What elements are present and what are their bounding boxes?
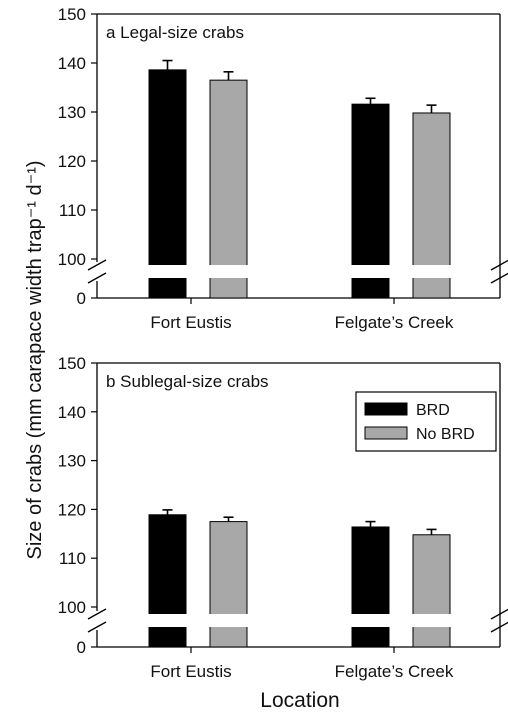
y-tick-label: 110 [59,549,86,568]
y-tick-label: 150 [58,354,86,373]
axis-break-mark [490,272,508,284]
y-tick-label: 100 [58,598,86,617]
y-tick-label: 100 [58,250,86,269]
x-tick-label: Fort Eustis [150,313,231,332]
bar-brd [148,514,187,648]
y-tick-label: 120 [58,500,86,519]
legend-swatch [364,426,408,440]
axis-break-mark [490,608,508,620]
axis-break-mark [87,272,107,284]
x-axis-label: Location [260,689,339,712]
y-axis-label: Size of crabs (mm carapace width trap⁻¹ … [24,160,46,559]
axis-break-mark [490,259,508,271]
axis-break-mark [87,621,107,633]
legend-frame [355,391,497,452]
y-tick-label: 140 [58,54,86,73]
bar-brd [351,526,390,648]
x-tick-label: Felgate’s Creek [335,313,454,332]
y-tick-label: 120 [58,152,86,171]
panel-a: 100 110 120 130 140 150 0 Fort Eustis Felgate’s … [58,5,508,332]
axis-break-gap [99,265,498,278]
y-tick-label: 130 [58,103,86,122]
axis-break-mark [87,608,107,620]
panel-title: a Legal-size crabs [106,23,244,42]
bar-no-brd [209,79,248,299]
y-tick-label: 140 [58,403,86,422]
axis-break-gap [99,614,498,627]
y-tick-label: 130 [58,452,86,471]
axis-break-mark [490,621,508,633]
panel-b: 100 110 120 130 140 150 0 Fort Eustis Felgate’s … [58,354,508,681]
axis-break-mark [87,259,107,271]
bar-no-brd [412,534,451,648]
panel-title: b Sublegal-size crabs [106,372,269,391]
x-tick-label: Felgate’s Creek [335,662,454,681]
bar-no-brd [209,521,248,648]
legend: BRD No BRD [355,391,497,452]
x-tick-label: Fort Eustis [150,662,231,681]
y-tick-label: 150 [58,5,86,24]
legend-entry: No BRD [416,426,475,443]
y-tick-label: 0 [77,289,86,308]
y-tick-label: 0 [77,638,86,657]
legend-entry: BRD [416,402,450,419]
bar-brd [148,69,187,299]
legend-swatch [364,402,408,416]
y-tick-label: 110 [59,201,86,220]
